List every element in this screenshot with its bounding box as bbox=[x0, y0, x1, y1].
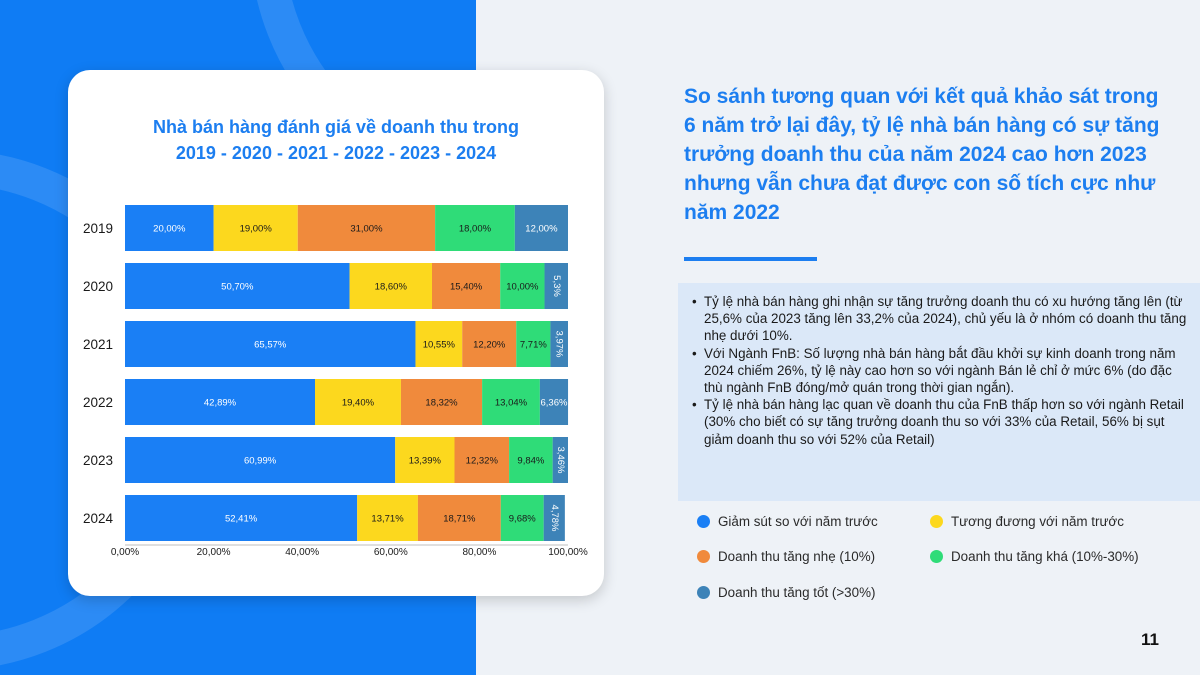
bar-segment bbox=[125, 379, 316, 425]
data-label: 18,71% bbox=[443, 514, 476, 525]
x-tick-label: 60,00% bbox=[374, 547, 408, 558]
x-tick-label: 0,00% bbox=[111, 547, 139, 558]
bar-segment bbox=[543, 495, 565, 541]
bar-segment bbox=[349, 263, 432, 309]
data-label: 12,20% bbox=[473, 340, 506, 351]
bar-segment bbox=[400, 379, 483, 425]
bar-segment bbox=[125, 321, 416, 367]
data-label: 4,78% bbox=[549, 505, 560, 532]
bar-segment bbox=[514, 205, 568, 251]
legend-dot-icon bbox=[930, 550, 943, 563]
bar-segment bbox=[213, 205, 298, 251]
legend-item-tang-nhe: Doanh thu tăng nhẹ (10%) bbox=[697, 549, 875, 564]
bar-segment bbox=[539, 379, 569, 425]
bar-segment bbox=[431, 263, 501, 309]
data-label: 60,99% bbox=[244, 456, 277, 467]
bar-segment bbox=[500, 495, 544, 541]
bar-segment bbox=[454, 437, 510, 483]
legend-item-tang-tot: Doanh thu tăng tốt (>30%) bbox=[697, 585, 875, 600]
data-label: 12,32% bbox=[466, 456, 499, 467]
data-label: 15,40% bbox=[450, 282, 483, 293]
heading-underline bbox=[684, 257, 817, 261]
data-label: 9,68% bbox=[509, 514, 536, 525]
chart-title: Nhà bán hàng đánh giá về doanh thu trong… bbox=[68, 114, 604, 166]
bar-segment bbox=[552, 437, 568, 483]
bar-segment bbox=[500, 263, 545, 309]
data-label: 20,00% bbox=[153, 224, 186, 235]
x-tick-label: 100,00% bbox=[548, 547, 588, 558]
bar-segment bbox=[544, 263, 568, 309]
page-number: 11 bbox=[1141, 630, 1159, 649]
notes-box: Tỷ lệ nhà bán hàng ghi nhận sự tăng trưở… bbox=[678, 283, 1200, 501]
data-label: 13,39% bbox=[409, 456, 442, 467]
data-label: 13,04% bbox=[495, 398, 528, 409]
category-label: 2020 bbox=[83, 279, 113, 294]
stacked-bar-chart: 2019 20,00% 19,00% 31,00% 18,00% 12,00% 2020 50… bbox=[83, 205, 588, 558]
bar-segment bbox=[125, 495, 358, 541]
bar-segment bbox=[415, 321, 463, 367]
category-label: 2022 bbox=[83, 395, 113, 410]
data-label: 5,3% bbox=[551, 275, 562, 297]
x-tick-label: 40,00% bbox=[285, 547, 319, 558]
data-label: 18,60% bbox=[375, 282, 408, 293]
legend-label: Giảm sút so với năm trước bbox=[718, 514, 878, 529]
category-label: 2021 bbox=[83, 337, 113, 352]
bar-segment bbox=[297, 205, 436, 251]
bar-segment bbox=[125, 205, 214, 251]
legend-dot-icon bbox=[697, 515, 710, 528]
data-label: 31,00% bbox=[350, 224, 383, 235]
data-label: 19,00% bbox=[240, 224, 273, 235]
legend-dot-icon bbox=[697, 550, 710, 563]
data-label: 9,84% bbox=[517, 456, 544, 467]
bar-segment bbox=[125, 437, 396, 483]
data-label: 10,00% bbox=[506, 282, 539, 293]
note-item: Tỷ lệ nhà bán hàng lạc quan về doanh thu… bbox=[692, 396, 1188, 448]
bar-segment bbox=[315, 379, 401, 425]
bar-segment bbox=[509, 437, 553, 483]
category-label: 2024 bbox=[83, 511, 114, 526]
bar-segment bbox=[550, 321, 568, 367]
legend-item-giam-sut: Giảm sút so với năm trước bbox=[697, 514, 878, 529]
x-tick-label: 80,00% bbox=[462, 547, 496, 558]
x-tick-label: 20,00% bbox=[197, 547, 231, 558]
legend-item-tang-kha: Doanh thu tăng khá (10%-30%) bbox=[930, 549, 1139, 564]
slide-heading: So sánh tương quan với kết quả khảo sát … bbox=[684, 85, 1160, 224]
legend-label: Doanh thu tăng tốt (>30%) bbox=[718, 585, 876, 600]
note-item: Tỷ lệ nhà bán hàng ghi nhận sự tăng trưở… bbox=[692, 293, 1188, 345]
data-label: 52,41% bbox=[225, 514, 258, 525]
legend-label: Doanh thu tăng khá (10%-30%) bbox=[951, 549, 1139, 564]
bar-segment bbox=[435, 205, 515, 251]
data-label: 65,57% bbox=[254, 340, 287, 351]
data-label: 3,97% bbox=[554, 331, 565, 358]
data-label: 10,55% bbox=[423, 340, 456, 351]
data-label: 12,00% bbox=[525, 224, 558, 235]
data-label: 42,89% bbox=[204, 398, 237, 409]
data-label: 6,36% bbox=[540, 398, 567, 409]
bar-segment bbox=[125, 263, 350, 309]
legend-dot-icon bbox=[930, 515, 943, 528]
bar-segment bbox=[395, 437, 455, 483]
bar-segment bbox=[357, 495, 418, 541]
data-label: 7,71% bbox=[520, 340, 547, 351]
bar-segment bbox=[516, 321, 551, 367]
category-label: 2019 bbox=[83, 221, 113, 236]
note-item: Với Ngành FnB: Số lượng nhà bán hàng bắt… bbox=[692, 345, 1188, 397]
chart-title-line-1: Nhà bán hàng đánh giá về doanh thu trong bbox=[153, 117, 519, 137]
bar-segment bbox=[462, 321, 517, 367]
chart-title-line-2: 2019 - 2020 - 2021 - 2022 - 2023 - 2024 bbox=[175, 143, 497, 163]
legend-label: Doanh thu tăng nhẹ (10%) bbox=[718, 549, 876, 564]
data-label: 18,32% bbox=[425, 398, 458, 409]
data-label: 13,71% bbox=[371, 514, 404, 525]
data-label: 3,46% bbox=[555, 447, 566, 474]
legend-item-tuong-duong: Tương đương với năm trước bbox=[930, 514, 1124, 529]
data-label: 50,70% bbox=[221, 282, 254, 293]
category-label: 2023 bbox=[83, 453, 113, 468]
legend-label: Tương đương với năm trước bbox=[951, 514, 1124, 529]
bar-segment bbox=[482, 379, 540, 425]
legend-dot-icon bbox=[697, 586, 710, 599]
chart-card: Nhà bán hàng đánh giá về doanh thu trong… bbox=[68, 70, 604, 596]
bar-segment bbox=[417, 495, 501, 541]
data-label: 19,40% bbox=[342, 398, 375, 409]
data-label: 18,00% bbox=[459, 224, 492, 235]
